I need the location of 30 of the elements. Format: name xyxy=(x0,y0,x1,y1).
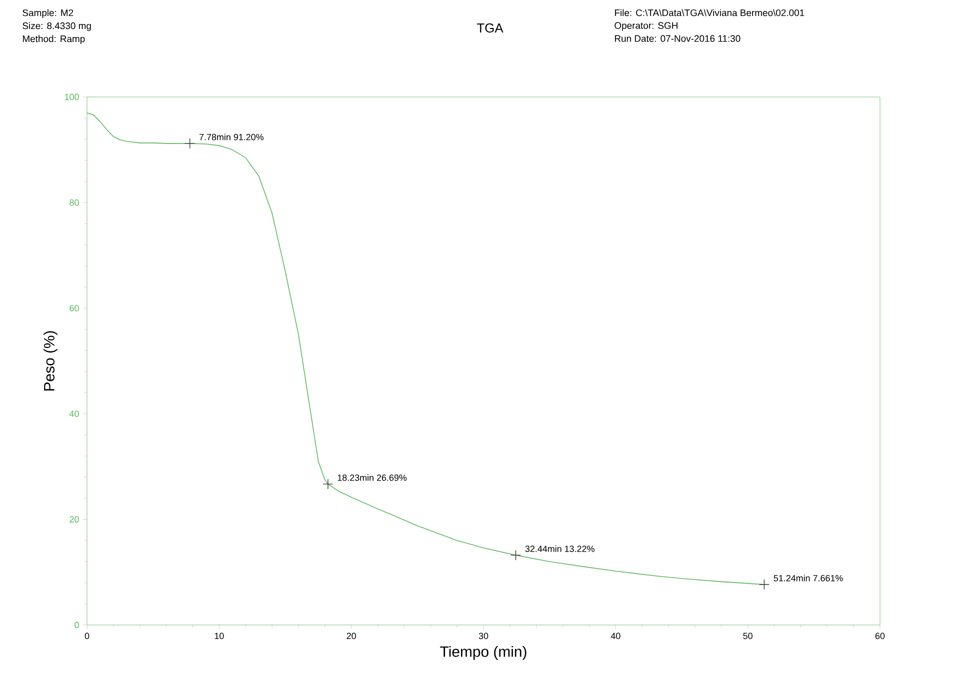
annotation: 18.23min 26.69% xyxy=(338,474,407,481)
y-tick-label: 80 xyxy=(70,199,79,206)
point xyxy=(510,550,522,561)
text: File: C:\TA\Data\TGA\Viviana Bermeo\02.001 xyxy=(614,9,804,16)
annotation: 32.44min 13.22% xyxy=(525,545,594,552)
text: Method: Ramp xyxy=(22,35,85,44)
x-axis-title: Tiempo (min) xyxy=(440,646,526,660)
point xyxy=(322,478,334,490)
text: Operator: SGH xyxy=(614,22,678,31)
annotation: 7.78min 91.20% xyxy=(199,134,264,140)
point xyxy=(758,579,770,590)
chart-title: TGA xyxy=(476,23,504,33)
text: Run Date: 07-Nov-2016 11:30 xyxy=(614,35,740,42)
y-axis-title: Peso (%) xyxy=(44,331,58,390)
y-tick-label: 0 xyxy=(74,622,79,628)
y-tick-label: 40 xyxy=(69,410,79,417)
x-tick-label: 10 xyxy=(214,632,224,640)
x-tick-label: 20 xyxy=(346,632,356,640)
y-tick-label: 100 xyxy=(64,94,79,100)
y-tick-label: 60 xyxy=(70,305,79,312)
annotation: 51.24min 7.661% xyxy=(774,574,843,582)
y-tick-label: 20 xyxy=(70,516,79,523)
x-tick-label: 50 xyxy=(743,632,752,640)
x-tick-label: 60 xyxy=(875,632,885,640)
point xyxy=(184,138,196,149)
x-tick-label: 30 xyxy=(478,632,488,640)
x-tick-label: 40 xyxy=(610,632,620,640)
text: Size: 8.4330 mg xyxy=(22,22,91,32)
x-tick-label: 0 xyxy=(84,632,90,640)
text: Sample: M2 xyxy=(22,9,74,18)
